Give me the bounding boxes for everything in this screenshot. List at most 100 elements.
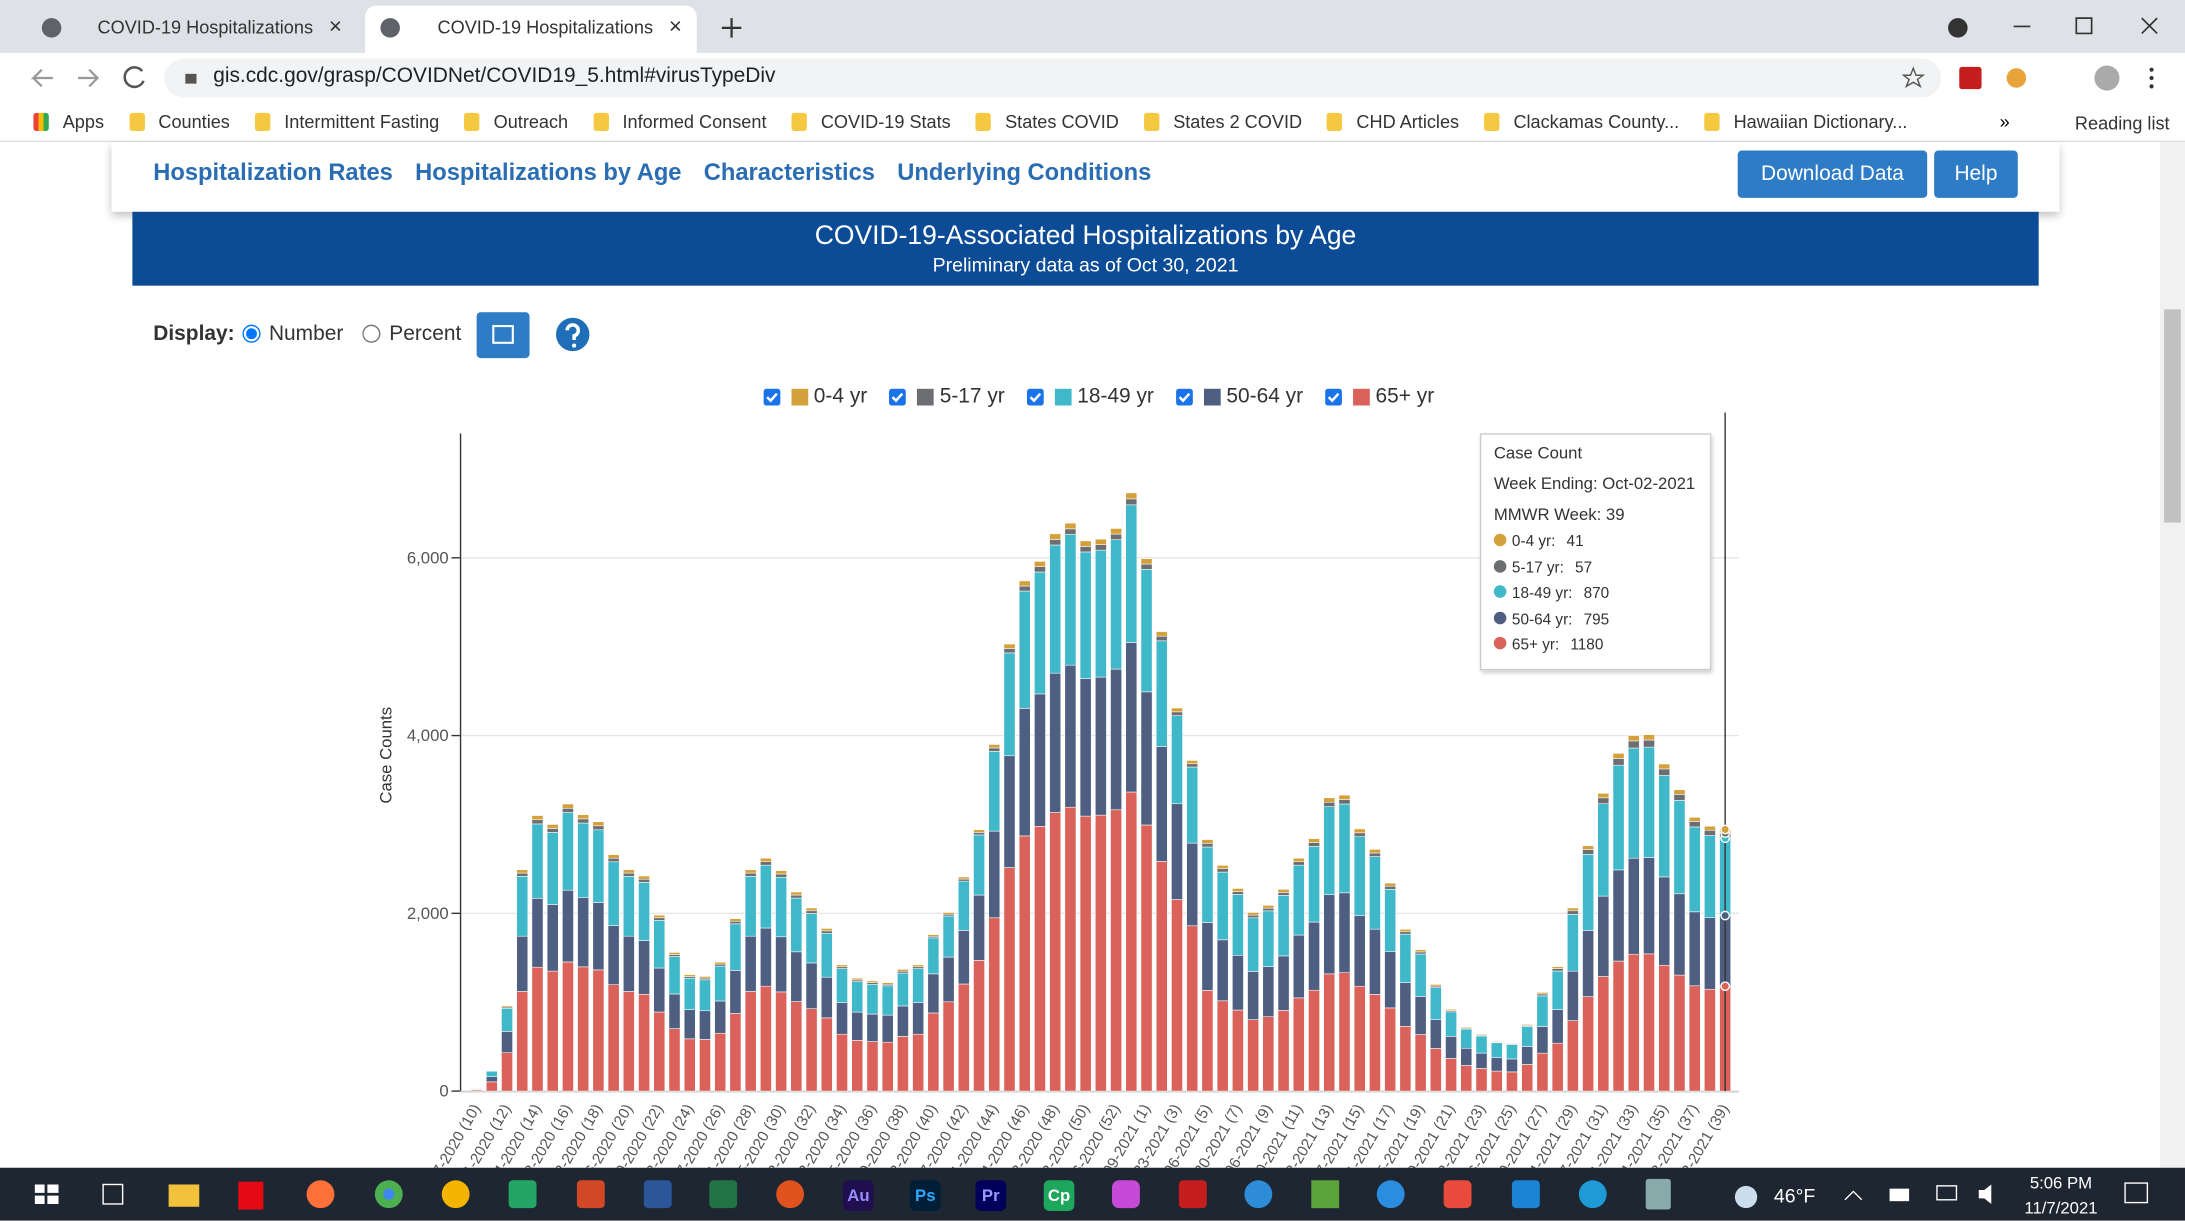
nav-link[interactable]: Hospitalizations by Age	[415, 159, 681, 185]
bar-segment	[1019, 591, 1030, 708]
bar-segment	[1248, 915, 1259, 918]
bookmark[interactable]: COVID-19 Stats	[792, 111, 951, 132]
app-icon[interactable]: Ps	[910, 1180, 941, 1211]
bar-segment	[1141, 825, 1152, 1091]
bar-segment	[943, 1002, 954, 1091]
bar-segment	[1126, 499, 1137, 505]
bar-segment	[1202, 840, 1213, 844]
bar-segment	[638, 994, 649, 1091]
bar-segment	[1095, 539, 1106, 545]
bar-segment	[776, 877, 787, 937]
bar-segment	[684, 1010, 695, 1039]
bar-segment	[1171, 804, 1182, 900]
nav-link[interactable]: Characteristics	[704, 159, 875, 185]
display-option[interactable]: Number	[242, 322, 343, 346]
bookmark[interactable]: Intermittent Fasting	[255, 111, 439, 132]
bar-segment	[1461, 1029, 1472, 1048]
reading-list[interactable]: Reading list	[2075, 113, 2170, 134]
bar-segment	[1034, 572, 1045, 694]
bar-segment	[821, 1018, 832, 1091]
bar-segment	[1004, 653, 1015, 756]
bookmark-label: Informed Consent	[622, 111, 766, 132]
bar-segment	[715, 966, 726, 1001]
bar-segment	[1461, 1027, 1472, 1028]
tooltip-row: 65+ yr:1180	[1494, 637, 1604, 654]
bar-segment	[1065, 807, 1076, 1091]
bar-segment	[547, 904, 558, 971]
bar-segment	[699, 976, 710, 978]
bar-segment	[760, 928, 771, 986]
tooltip-dot	[1494, 611, 1507, 624]
bar-segment	[958, 984, 969, 1091]
bookmark[interactable]: Hawaiian Dictionary...	[1704, 111, 1907, 132]
nav-link[interactable]: Underlying Conditions	[897, 159, 1151, 185]
bar-segment	[593, 822, 604, 826]
bookmark[interactable]: Clackamas County...	[1484, 111, 1679, 132]
bar-segment	[989, 744, 1000, 747]
bar-segment	[1156, 641, 1167, 747]
bar-segment	[1430, 988, 1441, 1020]
bar-segment	[1354, 829, 1365, 833]
weather[interactable]: 46°F	[1774, 1184, 1815, 1206]
bar-segment	[806, 914, 817, 963]
bar-segment	[638, 876, 649, 879]
bookmark[interactable]: Informed Consent	[593, 111, 766, 132]
app-icon[interactable]: Pr	[975, 1180, 1006, 1211]
bookmark[interactable]: States COVID	[976, 111, 1119, 132]
bar-segment	[654, 918, 665, 921]
bar-segment	[1567, 914, 1578, 971]
bar-segment	[532, 824, 543, 898]
bookmark[interactable]: States 2 COVID	[1144, 111, 1302, 132]
bar-segment	[654, 915, 665, 918]
bar-segment	[1704, 918, 1715, 990]
help-button[interactable]: Help	[1934, 150, 2018, 197]
bar-segment	[1202, 847, 1213, 922]
bar-segment	[1339, 973, 1350, 1091]
clock-date[interactable]: 11/7/2021	[2015, 1198, 2107, 1218]
radio[interactable]	[363, 325, 381, 343]
bar-segment	[699, 980, 710, 1011]
bar-segment	[1537, 996, 1548, 1027]
bookmark-overflow[interactable]: »	[2000, 111, 2010, 132]
bar-segment	[715, 964, 726, 966]
bookmark[interactable]: Outreach	[464, 111, 568, 132]
bar-segment	[897, 1036, 908, 1091]
bar-segment	[1232, 1010, 1243, 1091]
tooltip-row: 50-64 yr:795	[1494, 611, 1609, 628]
bar-segment	[1613, 758, 1624, 765]
bar-segment	[1202, 843, 1213, 847]
display-option[interactable]: Percent	[363, 322, 462, 346]
bar-segment	[532, 967, 543, 1091]
bar-segment	[1506, 1043, 1517, 1044]
scrollbar[interactable]	[2160, 142, 2185, 1168]
bar-segment	[593, 830, 604, 903]
radio[interactable]	[242, 325, 260, 343]
bar-segment	[608, 985, 619, 1091]
bar-segment	[1400, 932, 1411, 934]
download-button[interactable]: Download Data	[1738, 150, 1928, 197]
bookmark-label: Clackamas County...	[1513, 111, 1679, 132]
clock-time[interactable]: 5:06 PM	[2015, 1173, 2107, 1193]
bar-segment	[486, 1077, 497, 1082]
nav-link[interactable]: Hospitalization Rates	[153, 159, 393, 185]
bar-segment	[867, 1042, 878, 1092]
bar-segment	[1400, 929, 1411, 931]
bar-segment	[623, 936, 634, 991]
image-button[interactable]	[477, 312, 530, 358]
bookmark[interactable]: Counties	[129, 111, 230, 132]
bar-segment	[836, 967, 847, 969]
bar-segment	[1248, 971, 1259, 1019]
bookmark[interactable]: Apps	[33, 111, 104, 132]
bar-segment	[547, 824, 558, 828]
app-icon[interactable]: Cp	[1044, 1180, 1075, 1211]
bookmark[interactable]: CHD Articles	[1327, 111, 1459, 132]
bar-segment	[699, 1011, 710, 1040]
bar-segment	[1324, 807, 1335, 895]
bar-segment	[1339, 795, 1350, 799]
bar-segment	[958, 881, 969, 930]
bar-segment	[1476, 1034, 1487, 1035]
url[interactable]: gis.cdc.gov/grasp/COVIDNet/COVID19_5.htm…	[213, 64, 775, 88]
app-icon[interactable]: Au	[843, 1180, 874, 1211]
tooltip-label: 0-4 yr:	[1512, 534, 1555, 551]
bar-segment	[1598, 977, 1609, 1092]
